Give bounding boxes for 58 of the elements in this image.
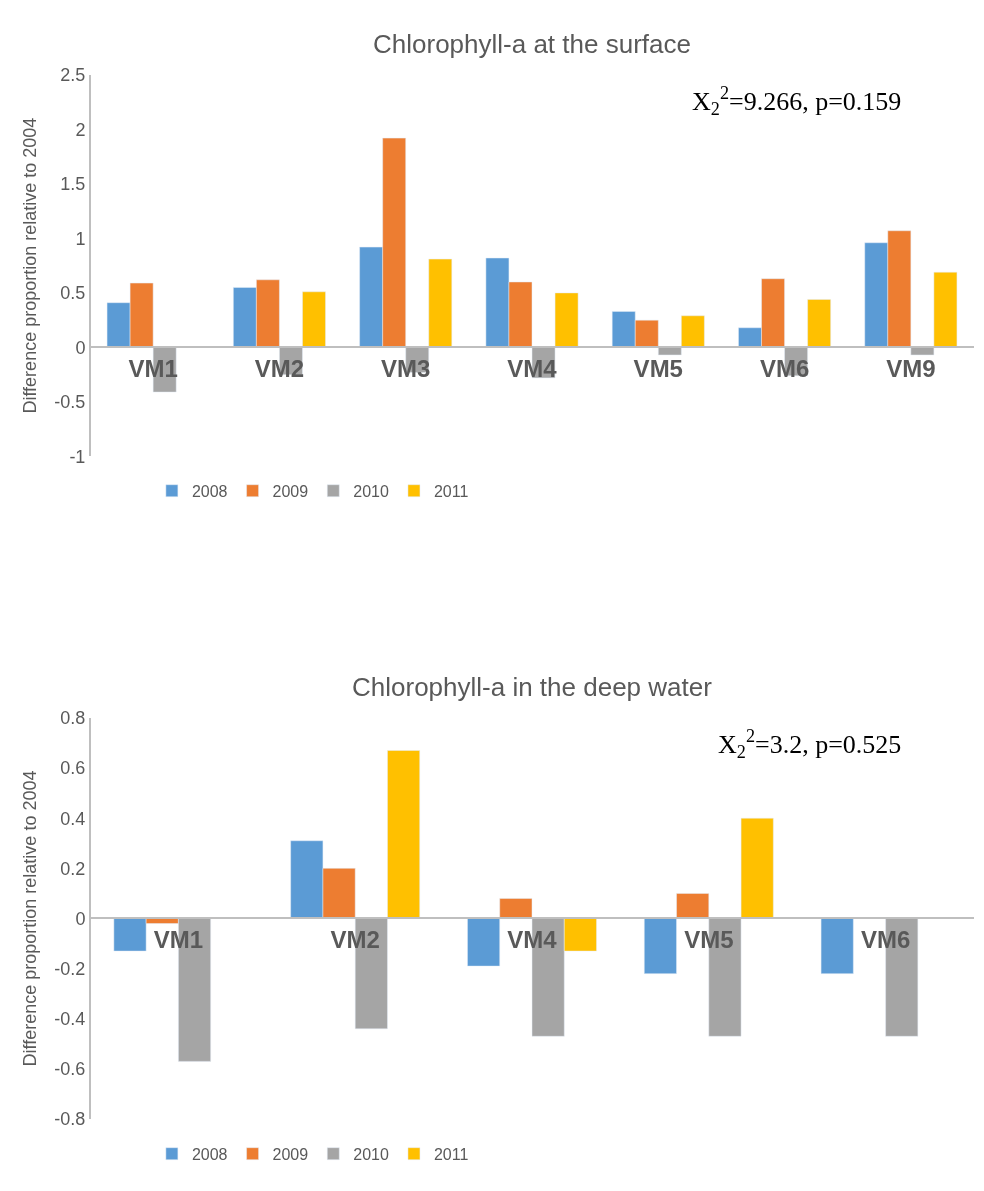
legend-label: 2008	[191, 482, 228, 500]
legend-label: 2009	[272, 1145, 309, 1163]
y-tick-label: 0.8	[60, 708, 86, 729]
y-tick-label: -0.2	[54, 958, 86, 979]
bar	[467, 918, 500, 967]
y-tick-label: 0.6	[60, 758, 86, 779]
y-axis-title: Difference proportion relative to 2004	[20, 770, 41, 1067]
y-tick-label: 0.4	[60, 808, 86, 829]
x-tick-label: VM6	[759, 355, 810, 383]
legend-label: 2010	[353, 482, 389, 500]
bar	[681, 315, 705, 348]
bar	[740, 817, 774, 919]
y-tick-label: -0.4	[54, 1009, 86, 1030]
legend-label: 2011	[433, 1145, 469, 1163]
y-tick-label: 2.5	[60, 65, 86, 86]
bar	[499, 898, 533, 919]
x-tick-label: VM4	[507, 355, 558, 383]
y-tick-label: -0.8	[54, 1109, 86, 1130]
y-tick-label: 0	[75, 337, 86, 358]
chart-title: Chlorophyll-a in the deep water	[352, 672, 713, 702]
x-tick-label: VM5	[684, 926, 734, 954]
bar	[933, 271, 958, 348]
y-tick-label: 1	[75, 228, 86, 249]
x-tick-label: VM1	[128, 355, 178, 383]
x-tick-label: VM9	[886, 355, 936, 383]
bar	[676, 893, 710, 919]
y-tick-label: -0.6	[54, 1059, 86, 1080]
y-tick-label: -0.5	[54, 392, 86, 413]
x-tick-label: VM2	[330, 926, 380, 954]
annotation: X$_{2}$$^{2}$=3.2, p=0.525	[718, 726, 902, 763]
bar	[554, 292, 579, 348]
bar	[644, 918, 677, 974]
legend-label: 2010	[353, 1145, 389, 1163]
x-tick-label: VM6	[860, 926, 911, 954]
y-tick-label: -1	[69, 446, 86, 467]
x-tick-label: VM5	[633, 355, 683, 383]
x-tick-label: VM4	[507, 926, 558, 954]
bar	[387, 750, 420, 919]
y-tick-label: 0.5	[60, 283, 86, 304]
legend-label: 2008	[191, 1145, 228, 1163]
x-tick-label: VM3	[381, 355, 431, 383]
legend-label: 2009	[272, 482, 309, 500]
bar	[302, 291, 326, 348]
chart-title: Chlorophyll-a at the surface	[373, 29, 691, 59]
bar	[807, 299, 831, 348]
bar	[428, 258, 453, 348]
x-tick-label: VM2	[254, 355, 305, 383]
y-tick-label: 1.5	[60, 174, 86, 195]
y-axis-title: Difference proportion relative to 2004	[20, 117, 41, 414]
bar	[658, 347, 682, 356]
bar	[910, 347, 935, 356]
y-tick-label: 2	[75, 119, 86, 140]
y-tick-label: 0.2	[60, 858, 86, 879]
legend-label: 2011	[433, 482, 469, 500]
annotation: X$_{2}$$^{2}$=9.266, p=0.159	[692, 83, 902, 120]
bar	[820, 918, 854, 974]
x-tick-label: VM1	[153, 926, 204, 954]
y-tick-label: 0	[75, 908, 86, 929]
